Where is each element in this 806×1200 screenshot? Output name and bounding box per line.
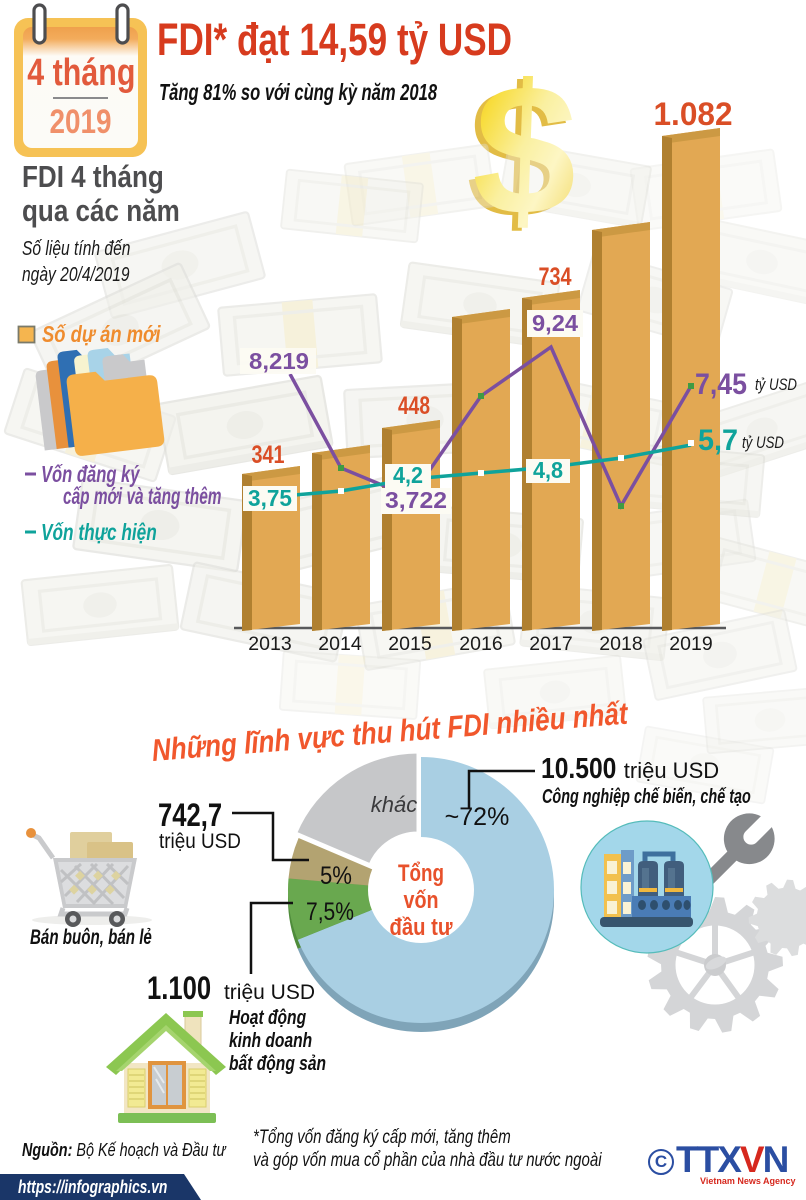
svg-text:341: 341 bbox=[252, 441, 285, 469]
svg-text:2019: 2019 bbox=[669, 633, 712, 655]
svg-text:khác: khác bbox=[371, 792, 417, 817]
svg-text:1.082: 1.082 bbox=[654, 96, 733, 132]
svg-text:7,45: 7,45 bbox=[695, 368, 747, 401]
svg-text:tỷ USD: tỷ USD bbox=[742, 433, 784, 452]
svg-text:2015: 2015 bbox=[388, 633, 432, 655]
svg-text:vốn: vốn bbox=[404, 887, 439, 914]
svg-text:tỷ USD: tỷ USD bbox=[755, 375, 797, 394]
svg-text:3,75: 3,75 bbox=[248, 485, 292, 511]
svg-text:2018: 2018 bbox=[599, 633, 642, 655]
svg-text:734: 734 bbox=[539, 263, 572, 291]
svg-text:4,8: 4,8 bbox=[533, 457, 563, 483]
svg-text:5,7: 5,7 bbox=[698, 424, 738, 457]
svg-text:~72%: ~72% bbox=[445, 803, 510, 831]
svg-text:2017: 2017 bbox=[529, 633, 572, 655]
svg-text:9,24: 9,24 bbox=[532, 310, 578, 336]
svg-text:7,5%: 7,5% bbox=[306, 898, 354, 926]
svg-text:448: 448 bbox=[398, 392, 430, 420]
svg-text:8,219: 8,219 bbox=[249, 348, 309, 374]
svg-text:2013: 2013 bbox=[248, 633, 291, 655]
svg-text:đầu tư: đầu tư bbox=[390, 914, 454, 941]
svg-text:Tổng: Tổng bbox=[398, 860, 444, 887]
svg-text:5%: 5% bbox=[320, 862, 352, 890]
svg-text:2014: 2014 bbox=[318, 633, 362, 655]
svg-text:3,722: 3,722 bbox=[385, 487, 447, 513]
svg-text:2016: 2016 bbox=[459, 633, 502, 655]
svg-text:4,2: 4,2 bbox=[393, 462, 423, 488]
